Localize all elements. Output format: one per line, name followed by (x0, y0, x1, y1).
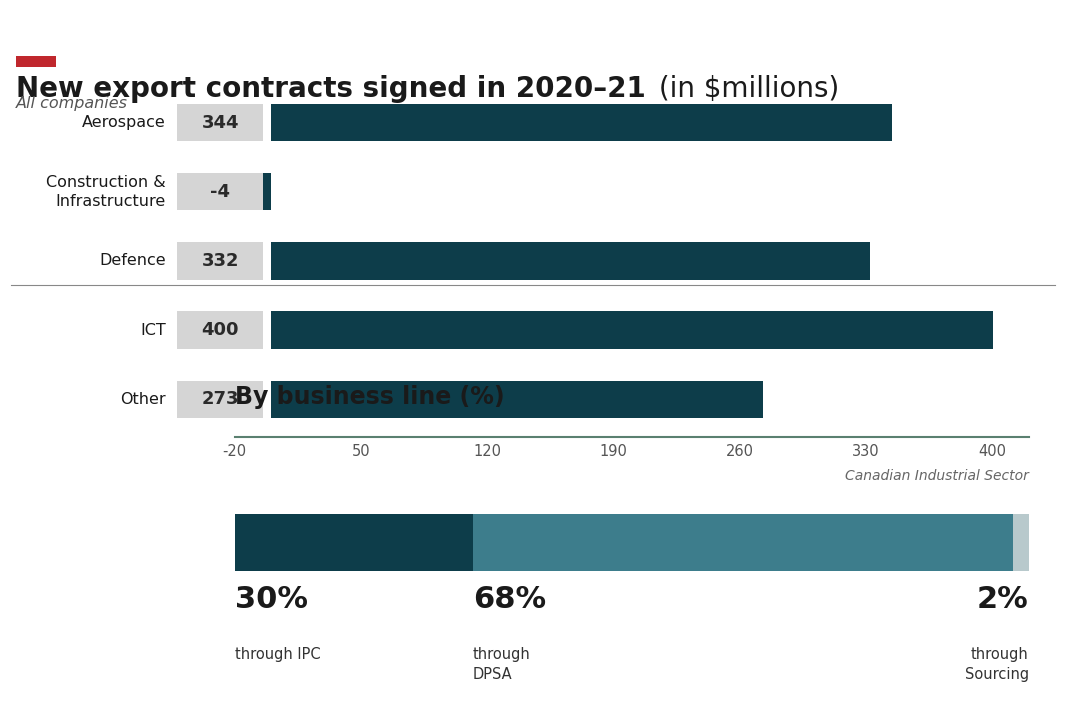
Bar (177, 242, 263, 279)
Text: 332: 332 (201, 252, 239, 270)
Bar (177, 311, 263, 348)
Text: ICT: ICT (141, 322, 166, 338)
Bar (235, 514, 473, 571)
Bar (473, 514, 1013, 571)
Bar (177, 104, 263, 142)
Text: Other: Other (120, 392, 166, 407)
Text: 2%: 2% (976, 585, 1029, 614)
Text: Construction &
Infrastructure: Construction & Infrastructure (46, 175, 166, 208)
Text: 68%: 68% (473, 585, 546, 614)
Text: through IPC: through IPC (235, 647, 320, 662)
Text: (in $millions): (in $millions) (650, 75, 840, 103)
Text: -4: -4 (210, 183, 230, 201)
Text: Canadian Industrial Sector: Canadian Industrial Sector (845, 469, 1029, 482)
Text: through
Sourcing: through Sourcing (965, 647, 1029, 682)
Bar (271, 242, 870, 279)
Bar (177, 173, 263, 210)
Text: All companies: All companies (16, 96, 128, 111)
Text: 30%: 30% (235, 585, 307, 614)
Bar (263, 173, 271, 210)
Bar (1013, 514, 1029, 571)
Text: 273: 273 (201, 390, 239, 408)
Text: 344: 344 (201, 113, 239, 132)
Text: through
DPSA: through DPSA (473, 647, 531, 682)
Text: By business line (%): By business line (%) (235, 385, 504, 409)
Text: Defence: Defence (99, 253, 166, 268)
Bar (271, 381, 763, 418)
Bar (271, 311, 992, 348)
Text: New export contracts signed in 2020–21: New export contracts signed in 2020–21 (16, 75, 646, 103)
Text: Aerospace: Aerospace (82, 115, 166, 130)
Bar (271, 104, 891, 142)
Text: 400: 400 (201, 321, 239, 339)
Bar (177, 381, 263, 418)
